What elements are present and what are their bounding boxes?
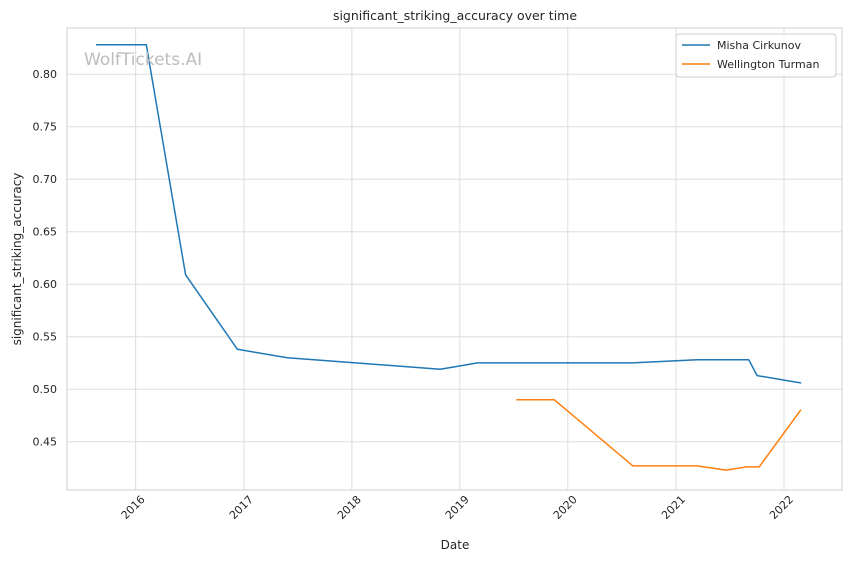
y-tick-label-0.45: 0.45 xyxy=(33,436,58,449)
grid-lines xyxy=(67,28,842,490)
x-axis-label: Date xyxy=(441,538,470,552)
legend-label-misha-cirkunov: Misha Cirkunov xyxy=(717,39,801,52)
series-line-wellington-turman xyxy=(516,398,802,471)
y-axis-label: significant_striking_accuracy xyxy=(10,173,24,346)
chart-title: significant_striking_accuracy over time xyxy=(333,8,577,23)
y-tick-label-0.60: 0.60 xyxy=(33,278,58,291)
plot-area-frame xyxy=(66,27,843,491)
watermark: WolfTickets.AI xyxy=(84,50,202,70)
y-tick-label-0.55: 0.55 xyxy=(33,331,58,344)
y-tick-label-0.70: 0.70 xyxy=(33,173,58,186)
y-tick-label-0.50: 0.50 xyxy=(33,383,58,396)
series-line-misha-cirkunov xyxy=(95,44,802,384)
legend-box xyxy=(675,33,837,78)
legend-label-wellington-turman: Wellington Turman xyxy=(717,58,819,71)
y-tick-label-0.75: 0.75 xyxy=(33,121,58,134)
legend: Misha Cirkunov Wellington Turman xyxy=(675,33,837,78)
y-tick-label-0.80: 0.80 xyxy=(33,68,58,81)
series-layer xyxy=(95,44,802,471)
y-tick-label-0.65: 0.65 xyxy=(33,226,58,239)
